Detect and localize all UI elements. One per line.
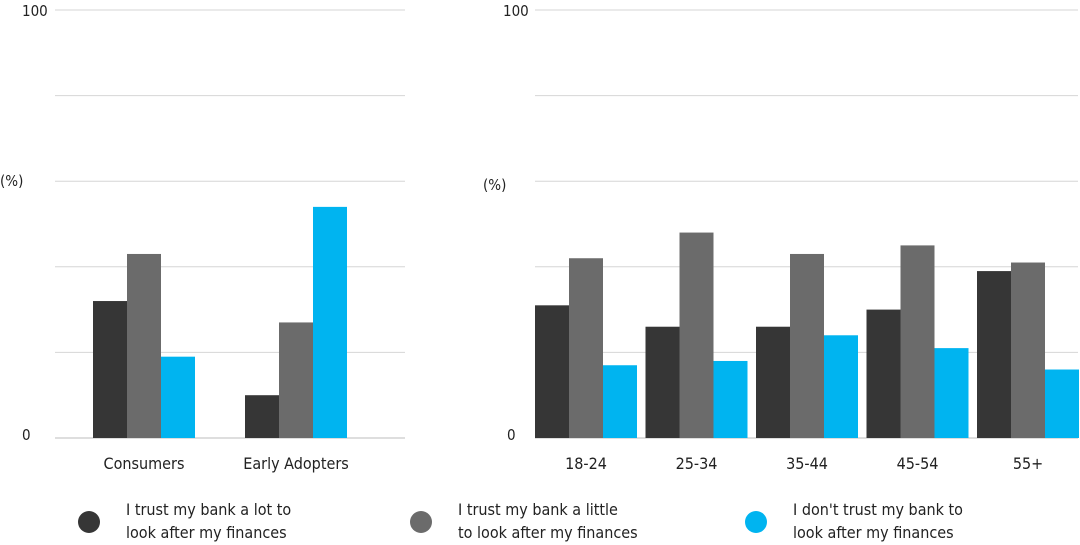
bar-trust-little <box>1011 262 1045 438</box>
bar-no-trust <box>1045 369 1079 438</box>
category-label: Consumers <box>104 454 185 473</box>
legend-label-trust-little: I trust my bank a little to look after my… <box>458 500 638 542</box>
category-label: 55+ <box>1013 454 1043 473</box>
bar-trust-little <box>900 245 935 438</box>
y-axis-unit-label: (%) <box>483 176 506 194</box>
bar-trust-little <box>279 322 313 438</box>
bar-trust-lot <box>866 309 901 438</box>
bar-trust-lot <box>245 395 279 438</box>
legend-swatch-no-trust <box>745 511 767 533</box>
legend-swatch-trust-little <box>410 511 432 533</box>
y-tick-label: 100 <box>22 2 48 20</box>
bar-no-trust <box>934 348 969 438</box>
bar-trust-lot <box>977 271 1011 438</box>
bar-trust-little <box>127 253 161 438</box>
bar-trust-little <box>679 232 714 438</box>
category-label: 45-54 <box>897 454 939 473</box>
bar-trust-little <box>569 258 603 438</box>
bar-trust-lot <box>93 301 127 438</box>
bar-no-trust <box>824 335 858 438</box>
y-tick-label: 0 <box>22 426 31 444</box>
legend-label-no-trust: I don't trust my bank to look after my fi… <box>793 500 963 542</box>
y-tick-label: 0 <box>507 426 516 444</box>
bar-trust-little <box>790 253 824 438</box>
category-label: 18-24 <box>565 454 607 473</box>
category-label: 25-34 <box>676 454 718 473</box>
y-tick-label: 100 <box>503 2 529 20</box>
bar-trust-lot <box>756 326 790 438</box>
category-label: 35-44 <box>786 454 828 473</box>
bar-trust-lot <box>535 305 569 438</box>
bar-trust-lot <box>645 326 680 438</box>
bar-no-trust <box>603 365 637 438</box>
bar-no-trust <box>713 360 748 438</box>
legend-label-trust-lot: I trust my bank a lot to look after my fi… <box>126 500 292 542</box>
bar-no-trust <box>313 206 347 438</box>
legend-item-trust-lot: I trust my bank a lot to look after my fi… <box>78 500 316 544</box>
legend-swatch-trust-lot <box>78 511 100 533</box>
y-axis-unit-label: (%) <box>0 172 23 190</box>
category-label: Early Adopters <box>243 454 348 473</box>
legend-item-trust-little: I trust my bank a little to look after my… <box>410 500 648 544</box>
bar-no-trust <box>161 356 195 438</box>
legend-item-no-trust: I don't trust my bank to look after my fi… <box>745 500 983 544</box>
